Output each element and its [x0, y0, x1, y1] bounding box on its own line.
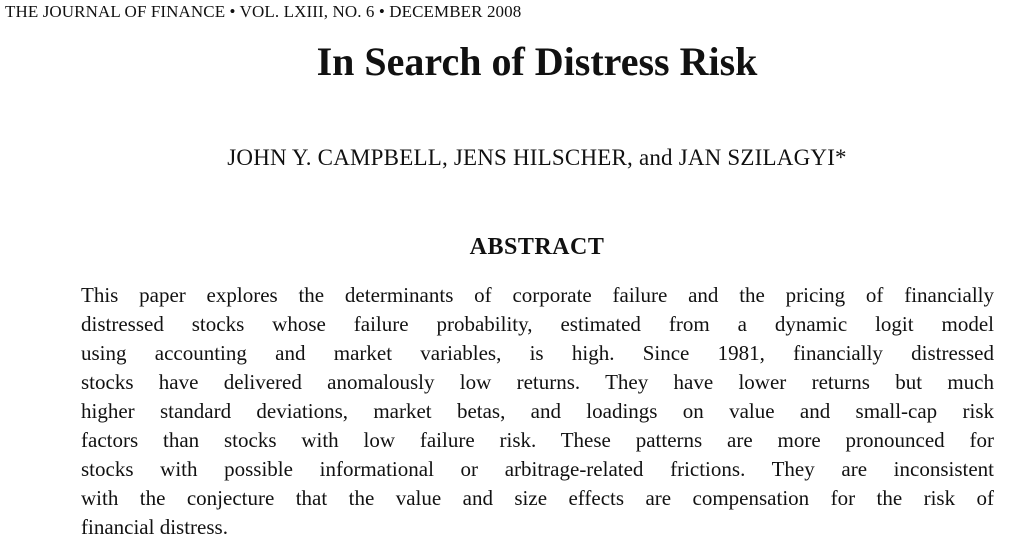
- author-list: JOHN Y. CAMPBELL, JENS HILSCHER, and JAN…: [227, 145, 847, 170]
- abstract-line: stocks have delivered anomalously low re…: [81, 370, 994, 394]
- paper-title: In Search of Distress Risk: [316, 39, 758, 84]
- abstract-line: distressed stocks whose failure probabil…: [81, 312, 994, 336]
- abstract-heading: ABSTRACT: [469, 234, 605, 260]
- abstract-line: stocks with possible informational or ar…: [81, 457, 994, 481]
- abstract-line: financial distress.: [81, 515, 228, 539]
- abstract-line: using accounting and market variables, i…: [81, 341, 994, 365]
- abstract-line: factors than stocks with low failure ris…: [81, 428, 994, 452]
- abstract-line: This paper explores the determinants of …: [81, 283, 994, 307]
- abstract-line: higher standard deviations, market betas…: [81, 399, 994, 423]
- abstract-body: This paper explores the determinants of …: [81, 281, 994, 542]
- journal-running-head: THE JOURNAL OF FINANCE • VOL. LXIII, NO.…: [5, 2, 522, 21]
- abstract-line: with the conjecture that the value and s…: [81, 486, 994, 510]
